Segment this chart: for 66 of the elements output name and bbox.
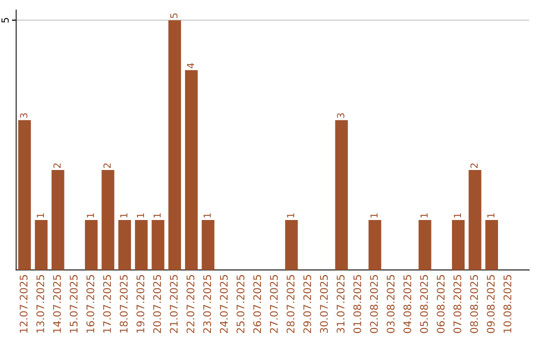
x-tick-label: 28.07.2025: [286, 275, 294, 334]
data-label: 5: [170, 13, 178, 18]
data-label: 1: [370, 213, 378, 218]
x-tick-label: 01.08.2025: [353, 275, 362, 334]
x-tick-label: 12.07.2025: [20, 275, 28, 333]
x-tick-label: 27.07.2025: [270, 275, 278, 334]
x-tick-label: 22.07.2025: [186, 275, 194, 334]
bar: [134, 220, 148, 270]
x-tick-label: 14.07.2025: [53, 275, 61, 333]
bar: [468, 170, 482, 270]
bar: [335, 120, 348, 270]
x-tick-label: 20.07.2025: [153, 275, 162, 334]
data-label: 2: [103, 163, 111, 168]
bar: [84, 220, 98, 270]
x-tick-label: 19.07.2025: [136, 275, 144, 333]
data-label: 1: [487, 213, 494, 218]
bar: [118, 220, 131, 270]
data-label: 1: [454, 213, 461, 218]
bar: [285, 220, 298, 270]
data-label: 1: [204, 213, 211, 218]
x-tick-label: 29.07.2025: [303, 275, 312, 334]
bar: [152, 220, 164, 270]
x-tick-label: 23.07.2025: [203, 275, 212, 334]
bar: [418, 220, 432, 270]
data-label: 1: [36, 213, 44, 218]
x-tick-label: 24.07.2025: [220, 275, 228, 334]
bar: [202, 220, 214, 270]
x-tick-label: 17.07.2025: [103, 275, 111, 333]
bar: [452, 220, 465, 270]
bar: [168, 20, 182, 270]
x-tick-label: 31.07.2025: [336, 275, 345, 333]
x-tick-label: 04.08.2025: [403, 275, 412, 334]
data-label: 3: [20, 113, 28, 118]
data-label: 4: [186, 63, 194, 68]
x-tick-label: 30.07.2025: [320, 275, 328, 333]
bar: [368, 220, 382, 270]
data-label: 1: [136, 213, 144, 218]
data-label: 1: [120, 213, 128, 218]
x-tick-label: 02.08.2025: [370, 275, 378, 334]
x-tick-label: 03.08.2025: [386, 275, 395, 334]
bar: [34, 220, 48, 270]
x-tick-label: 08.08.2025: [470, 275, 478, 334]
data-label: 3: [336, 113, 344, 118]
x-tick-label: 16.07.2025: [86, 275, 94, 333]
x-tick-label: 18.07.2025: [120, 275, 128, 333]
x-tick-label: 10.08.2025: [503, 275, 512, 333]
x-tick-label: 09.08.2025: [486, 275, 495, 334]
x-tick-label: 06.08.2025: [436, 275, 445, 334]
bar: [52, 170, 64, 270]
bar: [485, 220, 498, 270]
data-label: 1: [287, 213, 294, 218]
data-label: 1: [154, 213, 161, 218]
data-label: 1: [420, 213, 428, 218]
x-tick-label: 21.07.2025: [170, 275, 178, 334]
data-label: 2: [53, 163, 61, 168]
x-tick-label: 05.08.2025: [420, 275, 428, 334]
x-tick-label: 25.07.2025: [236, 275, 244, 334]
bar: [18, 120, 31, 270]
bar: [102, 170, 114, 270]
x-tick-label: 07.08.2025: [453, 275, 462, 334]
bar: [185, 70, 198, 270]
x-tick-label: 13.07.2025: [36, 275, 44, 333]
x-tick-label: 26.07.2025: [253, 275, 262, 334]
x-tick-label: 15.07.2025: [70, 275, 78, 333]
data-label: 2: [470, 163, 478, 168]
data-label: 1: [86, 213, 94, 218]
